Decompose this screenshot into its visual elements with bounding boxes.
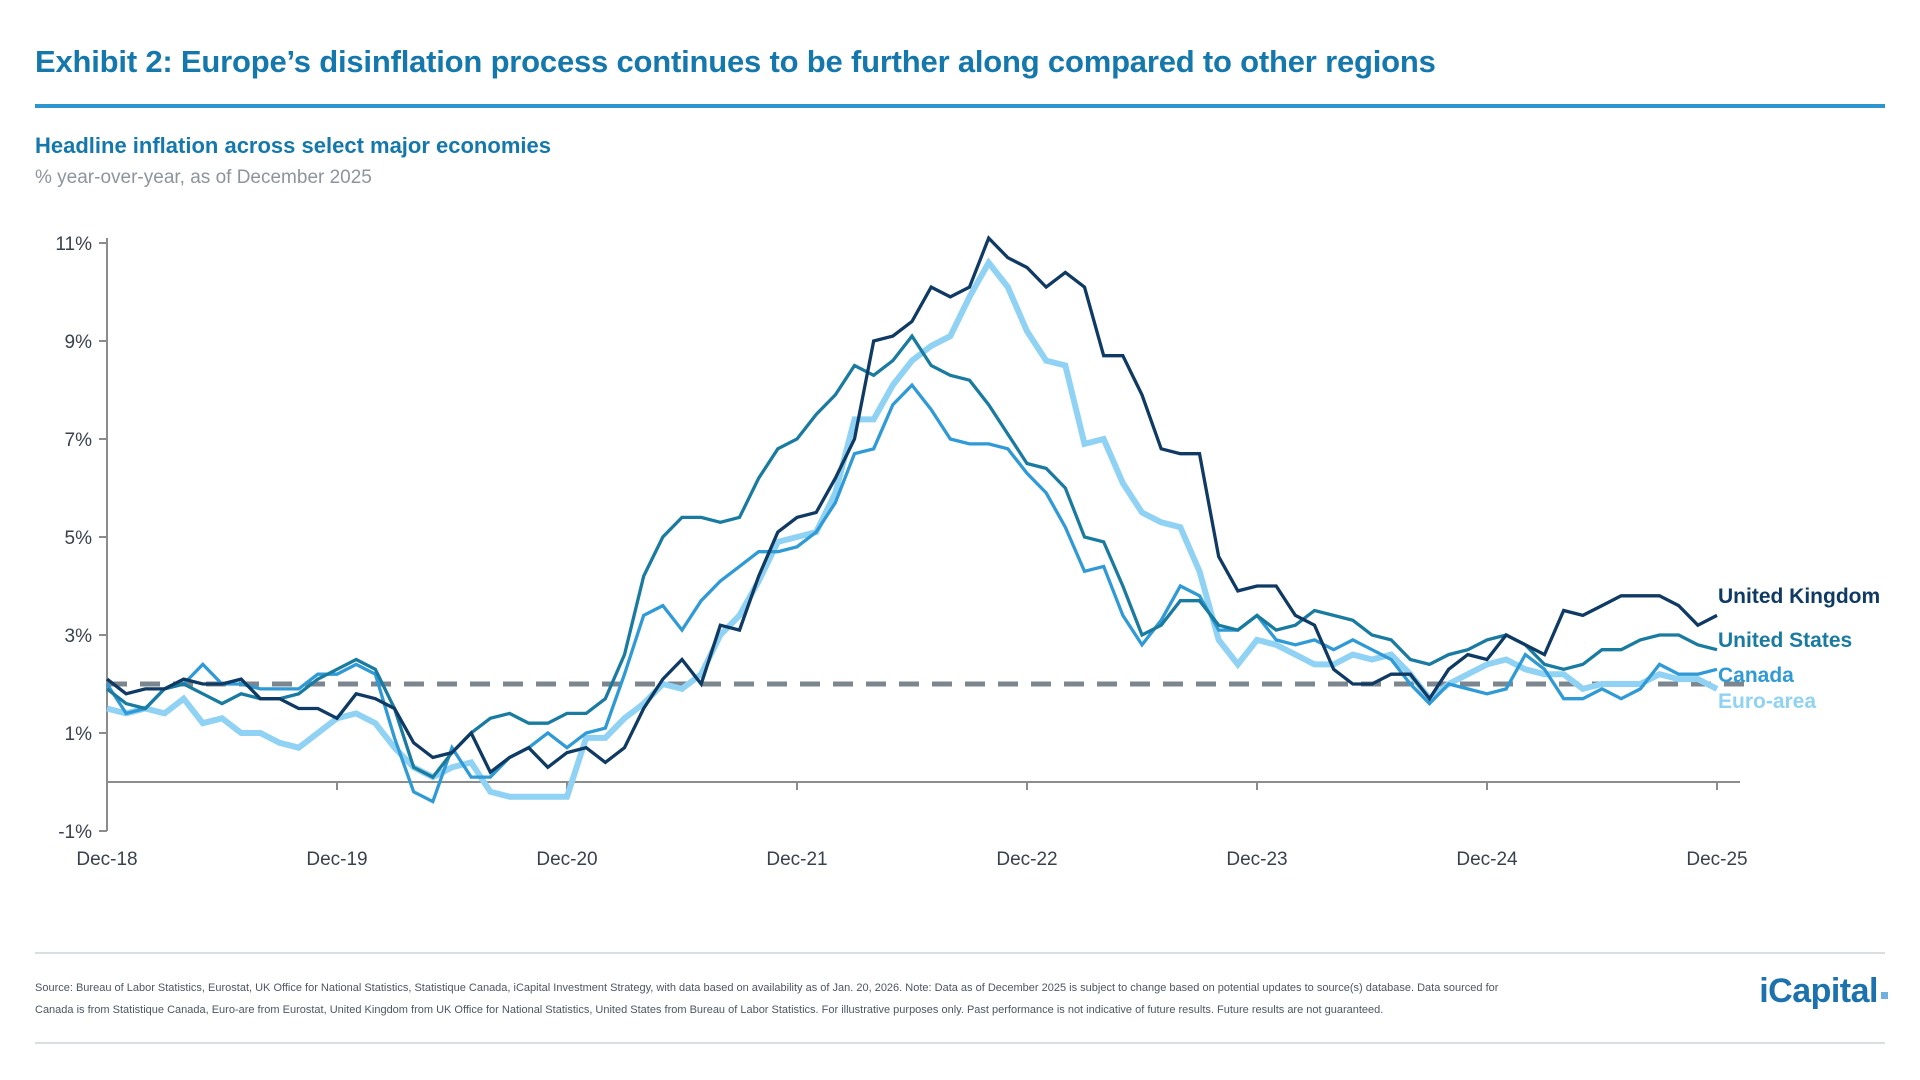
x-tick-label: Dec-21 (766, 849, 827, 870)
chart-unit-note: % year-over-year, as of December 2025 (35, 167, 372, 188)
icapital-logo-dot-icon (1881, 992, 1888, 999)
x-tick-label: Dec-20 (536, 849, 597, 870)
x-tick-label: Dec-23 (1226, 849, 1287, 870)
title-rule (35, 104, 1885, 108)
series-line-united-states (105, 333, 1718, 780)
legend-label-united-kingdom: United Kingdom (1718, 585, 1880, 608)
source-note-line2: Canada is from Statistique Canada, Euro-… (35, 1004, 1384, 1016)
x-tick-label: Dec-25 (1686, 849, 1747, 870)
legend-label-euro-area: Euro-area (1718, 690, 1816, 713)
icapital-logo: iCapital (1759, 972, 1888, 1011)
x-tick-label: Dec-22 (996, 849, 1057, 870)
source-note-line1: Source: Bureau of Labor Statistics, Euro… (35, 982, 1499, 994)
page-title: Exhibit 2: Europe’s disinflation process… (35, 44, 1436, 79)
footer-divider-bottom (35, 1042, 1885, 1044)
icapital-logo-text: iCapital (1759, 972, 1878, 1010)
footer-divider-top (35, 952, 1885, 954)
y-tick-label: 1% (65, 724, 93, 745)
legend-label-canada: Canada (1718, 664, 1794, 687)
y-tick-label: -1% (58, 822, 92, 843)
y-tick-label: 9% (65, 332, 93, 353)
series-line-united-kingdom (105, 235, 1718, 775)
source-note: Source: Bureau of Labor Statistics, Euro… (35, 977, 1498, 1021)
y-tick-label: 5% (65, 528, 93, 549)
x-tick-label: Dec-24 (1456, 849, 1518, 870)
y-tick-label: 11% (55, 234, 92, 255)
x-tick-label: Dec-19 (306, 849, 367, 870)
series-line-euro-area (106, 257, 1719, 800)
legend-label-united-states: United States (1718, 629, 1852, 652)
y-tick-label: 3% (65, 626, 93, 647)
series-line-canada (105, 382, 1718, 804)
y-tick-label: 7% (65, 430, 93, 451)
x-tick-label: Dec-18 (76, 849, 137, 870)
chart-subtitle: Headline inflation across select major e… (35, 133, 551, 158)
